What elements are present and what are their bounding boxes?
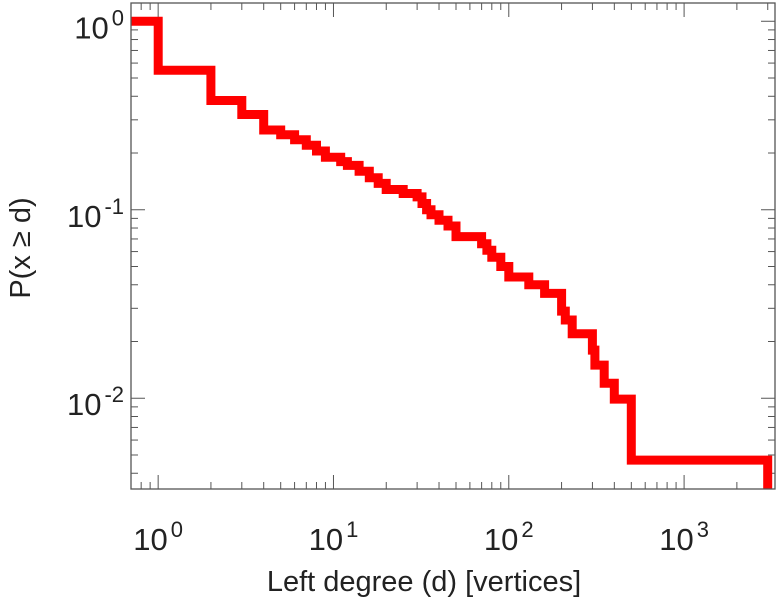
x-tick-base: 10: [484, 522, 518, 557]
major-ticks: [131, 3, 775, 489]
x-tick-label: 10 3: [659, 517, 709, 557]
y-tick-exponent: -1: [104, 194, 124, 219]
x-tick-labels: 10 0 10 1 10 2 10 3: [133, 517, 709, 557]
x-tick-exponent: 1: [346, 517, 358, 542]
minor-ticks: [130, 3, 775, 489]
y-tick-exponent: -2: [104, 382, 124, 407]
y-tick-base: 10: [67, 199, 101, 234]
x-tick-base: 10: [133, 522, 167, 557]
y-tick-base: 10: [67, 387, 101, 422]
x-tick-exponent: 3: [697, 517, 709, 542]
y-tick-label: 10 0: [74, 5, 124, 45]
y-axis-label: P(x ≥ d): [5, 197, 37, 298]
x-tick-base: 10: [309, 522, 343, 557]
y-tick-exponent: 0: [112, 5, 124, 30]
x-tick-label: 10 1: [309, 517, 359, 557]
x-axis-label: Left degree (d) [vertices]: [267, 566, 581, 598]
cdf-step-line: [131, 16, 773, 489]
plot-area: [131, 3, 775, 489]
y-tick-label: 10 -2: [67, 382, 124, 422]
x-tick-exponent: 0: [171, 517, 183, 542]
plot-frame: [130, 2, 776, 490]
y-tick-label: 10 -1: [67, 194, 124, 234]
x-tick-label: 10 2: [484, 517, 534, 557]
x-tick-exponent: 2: [521, 517, 533, 542]
x-tick-label: 10 0: [133, 517, 183, 557]
y-tick-base: 10: [74, 10, 108, 45]
x-tick-base: 10: [659, 522, 693, 557]
